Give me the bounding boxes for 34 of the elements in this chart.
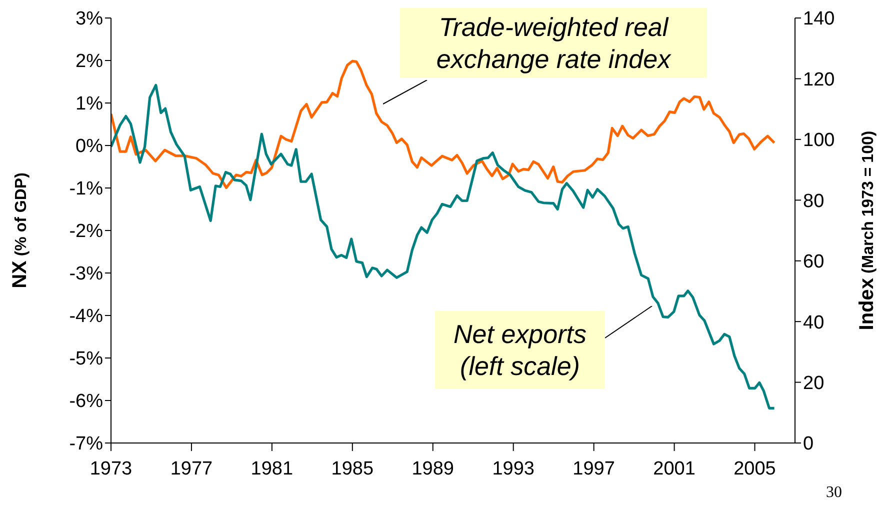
- text: 30: [826, 484, 842, 502]
- y2-tick-label: 0: [803, 434, 814, 455]
- x-tick-label: 1989: [412, 458, 454, 480]
- x-tick-label: 1981: [250, 458, 294, 480]
- y-tick-label: 3%: [76, 8, 104, 30]
- y-axis-title: NX (% of GDP): [9, 172, 31, 288]
- y-tick-label: 1%: [76, 94, 104, 115]
- y2-tick-label: 20: [803, 373, 824, 394]
- x-tick-label: 2005: [734, 458, 776, 480]
- y-tick-label: -6%: [69, 391, 104, 412]
- x-tick-label: 1973: [90, 458, 132, 480]
- y-tick-label: -5%: [69, 348, 104, 370]
- y2-tick-label: 60: [803, 252, 824, 273]
- x-tick-label: 2001: [653, 458, 696, 480]
- y2-tick-label: 100: [803, 130, 835, 152]
- y-tick-label: 0%: [76, 136, 104, 158]
- x-tick-label: 1985: [331, 458, 374, 480]
- x-tick-label: 1993: [492, 458, 534, 480]
- y-tick-label: -1%: [69, 178, 104, 200]
- y-tick-label: 2%: [76, 51, 104, 72]
- y-tick-label: -3%: [69, 264, 104, 285]
- y2-axis-title: Index (March 1973 = 100): [856, 130, 878, 330]
- x-tick-label: 1997: [572, 458, 615, 480]
- x-tick-label: 1977: [170, 458, 213, 480]
- series-label: Trade-weighted real exchange rate index: [435, 11, 672, 75]
- y-tick-label: -2%: [69, 221, 104, 242]
- y2-tick-label: 120: [803, 69, 835, 90]
- y2-tick-label: 80: [803, 190, 824, 212]
- text: Net exports (left scale): [452, 318, 588, 382]
- y-tick-label: -4%: [69, 306, 104, 328]
- y-tick-label: -7%: [69, 434, 104, 455]
- y2-tick-label: 140: [803, 8, 835, 30]
- line-series: [111, 84, 776, 410]
- y2-tick-label: 40: [803, 312, 824, 334]
